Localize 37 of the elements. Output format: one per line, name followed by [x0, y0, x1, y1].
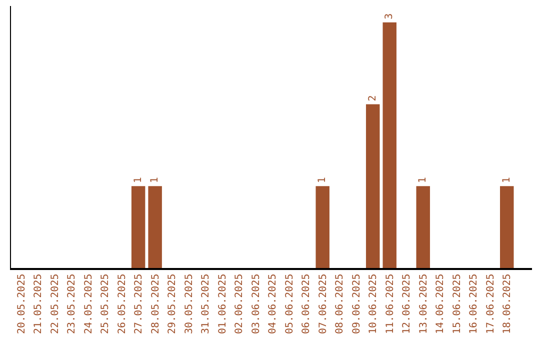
x-tick-label: 26.05.2025 [116, 274, 128, 334]
x-tick-label: 22.05.2025 [50, 274, 61, 334]
x-tick-label: 08.06.2025 [334, 274, 346, 334]
x-tick-label: 13.06.2025 [418, 274, 430, 334]
data-label: 3 [384, 13, 396, 20]
data-label: 1 [418, 177, 429, 184]
data-label: 1 [132, 177, 144, 184]
data-label: 1 [501, 177, 512, 184]
x-tick-label: 21.05.2025 [33, 274, 44, 334]
x-tick-label: 09.06.2025 [351, 274, 362, 334]
x-tick-label: 31.05.2025 [200, 274, 212, 334]
data-label: 1 [150, 177, 161, 184]
x-tick-label: 24.05.2025 [83, 274, 94, 334]
x-tick-label: 29.05.2025 [167, 274, 178, 334]
x-tick-label: 01.06.2025 [217, 274, 228, 334]
x-tick-label: 14.06.2025 [435, 274, 446, 334]
x-tick-label: 10.06.2025 [368, 274, 380, 334]
x-tick-label: 15.06.2025 [452, 274, 463, 334]
x-tick-label: 18.06.2025 [502, 274, 514, 334]
data-label: 1 [317, 177, 328, 184]
data-label: 2 [367, 95, 378, 102]
x-tick-label: 17.06.2025 [485, 274, 496, 334]
x-tick-label: 03.06.2025 [250, 274, 262, 334]
x-tick-label: 02.06.2025 [234, 274, 246, 334]
x-tick-label: 06.06.2025 [301, 274, 312, 334]
x-tick-label: 23.05.2025 [66, 274, 78, 334]
x-tick-label: 25.05.2025 [100, 274, 112, 334]
x-tick-label: 30.05.2025 [184, 274, 195, 334]
x-tick-label: 05.06.2025 [284, 274, 296, 334]
x-tick-label: 04.06.2025 [268, 274, 279, 334]
x-tick-label: 20.05.2025 [16, 274, 28, 334]
x-tick-label: 27.05.2025 [134, 274, 145, 334]
x-tick-label: 11.06.2025 [384, 274, 396, 334]
x-tick-label: 28.05.2025 [150, 274, 162, 334]
x-tick-label: 16.06.2025 [468, 274, 480, 334]
x-tick-label: 07.06.2025 [318, 274, 329, 334]
x-tick-label: 12.06.2025 [402, 274, 413, 334]
